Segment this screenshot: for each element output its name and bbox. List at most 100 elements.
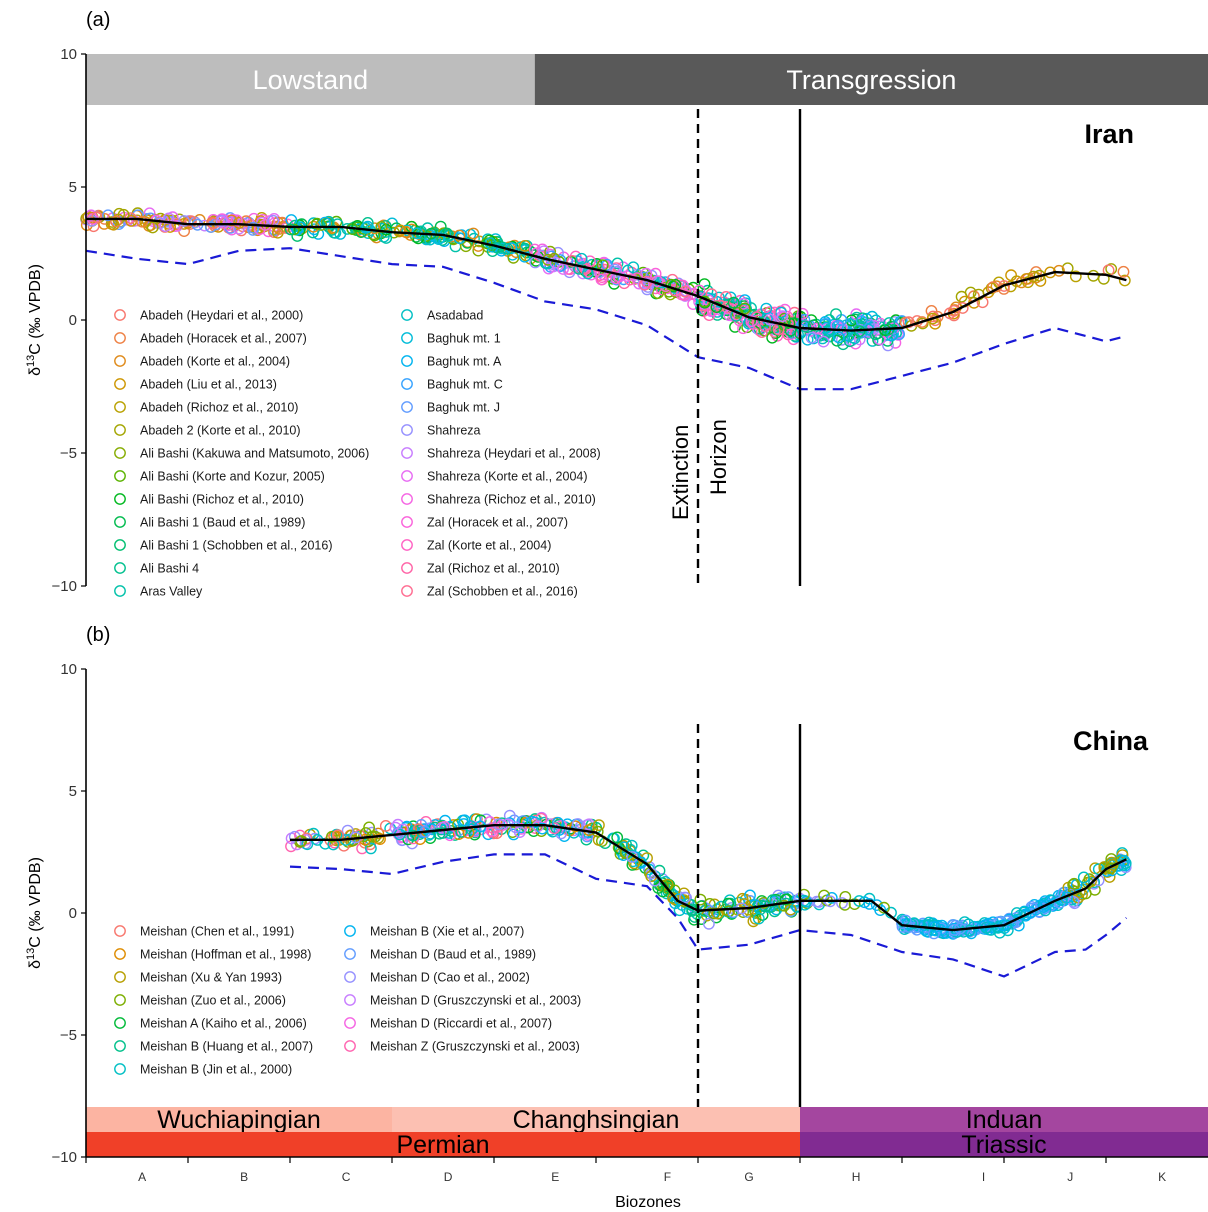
panel-a-data-points (80, 207, 1131, 352)
data-point (807, 319, 820, 332)
legend-marker (401, 493, 413, 505)
data-point (575, 252, 588, 265)
legend-label: Meishan (Zuo et al., 2006) (140, 994, 286, 1008)
panel-b: (b) Wuchiapingian Changhsingian Induan Perm… (25, 624, 1208, 1211)
legend-marker (114, 378, 126, 390)
data-point (673, 893, 686, 906)
system-label: Triassic (961, 1131, 1046, 1159)
data-point (1105, 853, 1118, 865)
data-point (247, 221, 260, 234)
data-point (908, 917, 920, 930)
data-point (361, 216, 374, 229)
legend-label: Baghuk mt. 1 (427, 332, 501, 346)
panel-a-boundary-lines (696, 109, 802, 586)
stage-bar (800, 1107, 1208, 1132)
data-point (595, 273, 608, 286)
sea-level-band-label: Lowstand (253, 65, 369, 95)
stage-label: Changhsingian (513, 1106, 680, 1134)
data-point (483, 816, 496, 828)
data-point (374, 833, 386, 845)
legend-label: Baghuk mt. J (427, 401, 500, 415)
legend-marker (114, 1040, 126, 1052)
panel-a: (a) Lowstand Transgression Extinction Hor… (25, 9, 1208, 599)
legend-label: Abadeh (Liu et al., 2013) (140, 378, 277, 392)
legend-marker (114, 470, 126, 482)
data-point (951, 926, 963, 938)
legend-marker (401, 332, 413, 344)
legend-label: Baghuk mt. A (427, 355, 502, 369)
stage-label: Wuchiapingian (157, 1106, 321, 1134)
legend-marker (344, 948, 356, 960)
legend-label: Abadeh 2 (Korte et al., 2010) (140, 424, 301, 438)
legend-marker (401, 309, 413, 321)
legend-marker (401, 401, 413, 413)
panel-a-y-axis-title: δ13C (‰ VPDB) (25, 264, 44, 376)
legend-label: Ali Bashi (Richoz et al., 2010) (140, 493, 304, 507)
legend-label: Meishan D (Gruszczynski et al., 2003) (370, 994, 581, 1008)
data-point (744, 889, 756, 902)
data-point (178, 215, 191, 227)
stage-label: Induan (966, 1106, 1042, 1134)
data-point (146, 221, 159, 234)
data-point (738, 302, 751, 315)
panel-b-boundary-lines (696, 724, 802, 1157)
y-tick-label: 10 (60, 661, 77, 678)
data-point (553, 824, 566, 836)
data-point (1117, 265, 1130, 278)
data-point (994, 915, 1007, 928)
data-point (723, 905, 735, 918)
data-point (102, 209, 114, 222)
legend-marker (401, 447, 413, 459)
sea-level-band (86, 54, 535, 105)
data-point (529, 816, 542, 829)
system-bar (800, 1132, 1208, 1157)
biozone-tick-label: A (138, 1170, 146, 1184)
legend-marker (344, 1040, 356, 1052)
data-point (902, 316, 915, 329)
legend-label: Zal (Richoz et al., 2010) (427, 562, 560, 576)
legend-marker (401, 355, 413, 367)
data-point (688, 911, 701, 923)
data-point (764, 306, 776, 318)
data-point (544, 245, 557, 258)
data-point (215, 215, 228, 228)
data-point (964, 286, 977, 299)
data-point (472, 244, 485, 257)
data-point (849, 337, 862, 350)
legend-marker (401, 470, 413, 482)
panel-a-sea-level-bands: Lowstand Transgression (86, 54, 1208, 105)
data-point (1077, 871, 1090, 884)
data-point (509, 821, 522, 834)
panel-a-y-axis: 10 5 0 −5 −10 (52, 46, 87, 595)
data-point (956, 302, 969, 314)
legend-label: Meishan D (Baud et al., 1989) (370, 948, 536, 962)
data-point (1067, 895, 1080, 908)
legend-marker (114, 447, 126, 459)
legend-label: Meishan (Xu & Yan 1993) (140, 971, 282, 985)
data-point (162, 212, 175, 225)
data-point (198, 219, 211, 232)
legend-label: Shahreza (Korte et al., 2004) (427, 470, 588, 484)
data-point (406, 829, 419, 842)
data-point (742, 903, 755, 916)
data-point (737, 297, 750, 310)
extinction-label: Extinction (668, 425, 693, 520)
data-point (503, 809, 516, 822)
data-point (752, 912, 765, 925)
y-tick-label: 0 (69, 312, 77, 329)
y-tick-label: 0 (69, 905, 77, 922)
region-label-iran: Iran (1084, 119, 1134, 149)
data-point (372, 827, 385, 840)
data-point (1005, 269, 1017, 282)
data-point (536, 822, 549, 835)
legend-marker (114, 971, 126, 983)
data-point (1119, 861, 1132, 874)
data-point (593, 819, 605, 831)
data-point (747, 915, 760, 928)
data-point (627, 261, 640, 274)
data-point (749, 912, 762, 925)
chronostratigraphy-bars: Wuchiapingian Changhsingian Induan Permian T… (86, 1106, 1208, 1159)
data-point (730, 309, 742, 322)
panel-b-y-axis: 10 5 0 −5 −10 (52, 661, 87, 1166)
data-point (287, 223, 300, 236)
